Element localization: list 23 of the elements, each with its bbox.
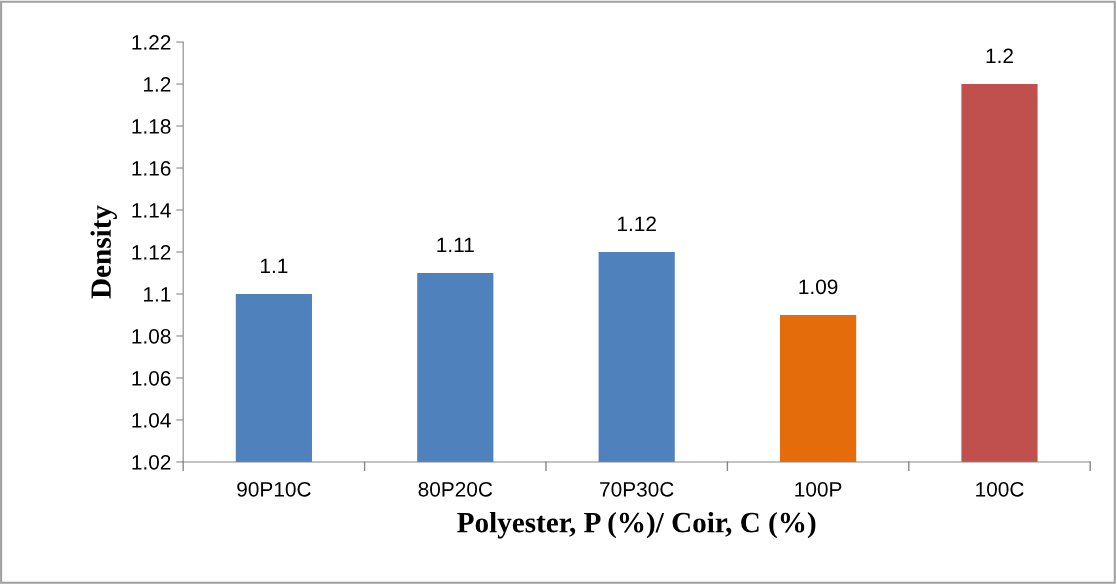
y-tick-label: 1.16 [132, 161, 171, 176]
x-tick-label: 100P [795, 481, 842, 497]
y-axis-title: Density [90, 205, 117, 299]
data-label: 1.11 [437, 237, 474, 252]
x-axis-title: Polyester, P (%)/ Coir, C (%) [457, 511, 816, 539]
y-tick-label: 1.2 [144, 77, 171, 92]
y-tick-label: 1.08 [132, 328, 171, 344]
y-tick-label: 1.12 [132, 245, 171, 260]
y-tick-label: 1.22 [132, 35, 171, 50]
y-tick-label: 1.02 [132, 454, 171, 470]
y-tick-label: 1.04 [132, 412, 171, 428]
data-label: 1.09 [799, 279, 838, 295]
y-tick-label: 1.1 [144, 287, 171, 302]
x-tick-label: 70P30C [600, 481, 674, 497]
data-label: 1.2 [986, 48, 1013, 64]
x-tick-label: 80P20C [418, 481, 493, 497]
x-tick-label: 90P10C [237, 481, 311, 497]
data-label: 1.1 [261, 258, 288, 273]
y-tick-label: 1.18 [132, 119, 171, 134]
y-tick-label: 1.06 [132, 370, 171, 386]
y-tick-label: 1.14 [132, 203, 171, 218]
x-tick-label: 100C [976, 481, 1024, 497]
data-label: 1.12 [618, 216, 656, 232]
